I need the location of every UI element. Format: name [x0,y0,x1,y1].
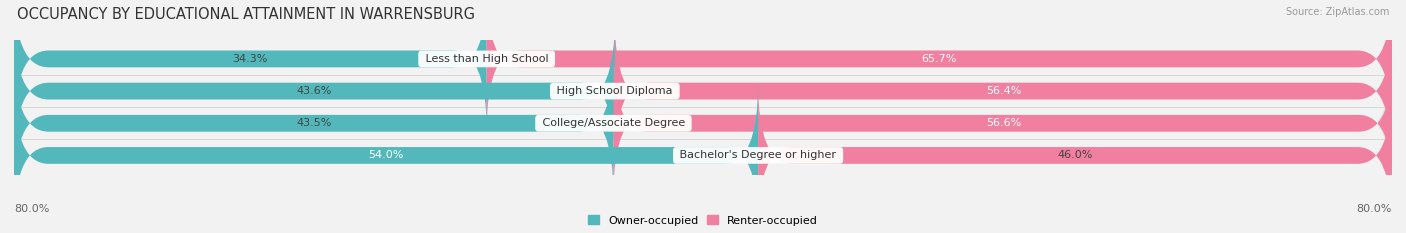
Text: 34.3%: 34.3% [232,54,269,64]
FancyBboxPatch shape [14,51,1392,195]
Text: 43.6%: 43.6% [297,86,332,96]
FancyBboxPatch shape [14,19,614,163]
FancyBboxPatch shape [14,0,1392,131]
Text: Source: ZipAtlas.com: Source: ZipAtlas.com [1285,7,1389,17]
FancyBboxPatch shape [614,19,1392,163]
Text: College/Associate Degree: College/Associate Degree [538,118,689,128]
Text: 65.7%: 65.7% [921,54,957,64]
Text: Bachelor's Degree or higher: Bachelor's Degree or higher [676,151,839,161]
Text: 80.0%: 80.0% [1357,205,1392,215]
FancyBboxPatch shape [14,83,1392,227]
FancyBboxPatch shape [14,83,758,227]
Legend: Owner-occupied, Renter-occupied: Owner-occupied, Renter-occupied [583,211,823,230]
FancyBboxPatch shape [758,83,1392,227]
FancyBboxPatch shape [613,51,1393,195]
Text: 54.0%: 54.0% [368,151,404,161]
Text: Less than High School: Less than High School [422,54,551,64]
Text: 56.6%: 56.6% [986,118,1021,128]
Text: High School Diploma: High School Diploma [554,86,676,96]
FancyBboxPatch shape [14,19,1392,163]
Text: 43.5%: 43.5% [297,118,332,128]
Text: 46.0%: 46.0% [1057,151,1092,161]
FancyBboxPatch shape [14,0,486,131]
Text: 56.4%: 56.4% [986,86,1021,96]
Text: 80.0%: 80.0% [14,205,49,215]
FancyBboxPatch shape [486,0,1392,131]
Text: OCCUPANCY BY EDUCATIONAL ATTAINMENT IN WARRENSBURG: OCCUPANCY BY EDUCATIONAL ATTAINMENT IN W… [17,7,475,22]
FancyBboxPatch shape [14,51,613,195]
